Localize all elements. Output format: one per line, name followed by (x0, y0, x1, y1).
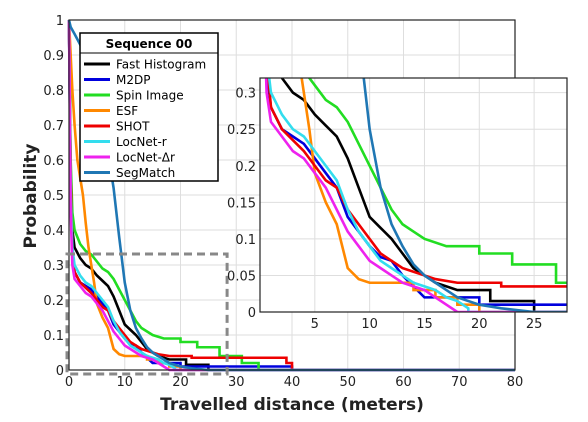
inset-x-tick-label: 15 (416, 317, 433, 332)
inset-y-tick-label: 0.05 (227, 269, 256, 284)
y-tick-label: 0.4 (43, 224, 64, 239)
y-tick-label: 0.5 (43, 189, 64, 204)
legend-label: SegMatch (116, 166, 175, 180)
series-line-shot (67, 19, 515, 372)
legend-item-segmatch: SegMatch (84, 166, 175, 180)
y-tick-label: 0.3 (43, 259, 64, 274)
series-line-locnet-r (67, 19, 515, 372)
series-line-spin-image (67, 19, 515, 372)
inset-y-tick-label: 0 (248, 306, 256, 321)
y-tick-label: 0.9 (43, 49, 64, 64)
legend-label: ESF (116, 104, 138, 118)
y-tick-label: 0.7 (43, 119, 64, 134)
series-line-locnet-r (67, 19, 515, 372)
inset-axes-box (259, 77, 568, 313)
series-line-spin-image (307, 78, 567, 285)
inset-frame (259, 77, 568, 313)
legend-title: Sequence 00 (106, 37, 193, 51)
y-tick-label: 0.2 (43, 294, 64, 309)
legend-label: SHOT (116, 120, 150, 134)
y-tick-label: 0.6 (43, 154, 64, 169)
series-line-fast-histogram (67, 19, 515, 372)
legend-item-shot: SHOT (84, 120, 150, 134)
legend-item-esf: ESF (84, 104, 138, 118)
inset-y-tick-label: 0.1 (235, 233, 256, 248)
legend-item-m2dp: M2DP (84, 73, 150, 87)
y-tick-label: 0.1 (43, 329, 64, 344)
inset-x-tick-label: 20 (471, 317, 488, 332)
inset-y-tick-label: 0.3 (235, 87, 256, 102)
x-tick-label: 50 (339, 375, 356, 390)
y-axis-label: Probability (21, 143, 41, 248)
x-tick-label: 10 (116, 375, 133, 390)
series-line-locnet-r (267, 78, 567, 312)
y-tick-label: 0 (56, 364, 64, 379)
x-tick-label: 0 (65, 375, 73, 390)
zoom-region-box (65, 252, 229, 376)
legend-label: M2DP (116, 73, 150, 87)
x-tick-label: 20 (172, 375, 189, 390)
inset-tick-labels: 5 10 15 20 25 0 0.05 0.1 0.15 0.2 0.25 0.3 (227, 87, 542, 332)
main-tick-labels: 0 10 20 30 40 50 60 70 8000.10.20.30.40.50.60.70… (43, 14, 523, 390)
x-tick-label: 40 (284, 375, 301, 390)
inset-y-tick-label: 0.15 (227, 196, 256, 211)
series-line-fast-histogram (280, 78, 567, 312)
x-tick-label: 30 (228, 375, 245, 390)
x-tick-label: 70 (451, 375, 468, 390)
series-line-locnet-r (264, 78, 567, 312)
legend-label: LocNet-r (116, 135, 167, 149)
inset-chart: 5 10 15 20 25 0 0.05 0.1 0.15 0.2 0.25 0.3 (227, 77, 568, 332)
inset-x-tick-label: 10 (361, 317, 378, 332)
inset-y-tick-label: 0.25 (227, 123, 256, 138)
inset-series-group (264, 78, 567, 312)
inset-x-tick-label: 25 (526, 317, 543, 332)
series-line-shot (267, 78, 567, 288)
legend-label: Spin Image (116, 89, 184, 103)
legend-item-fast-histogram: Fast Histogram (84, 58, 206, 72)
x-tick-label: 60 (395, 375, 412, 390)
legend-item-locnet-r: LocNet-Δr (84, 151, 175, 165)
legend-item-locnet-r: LocNet-r (84, 135, 167, 149)
legend-label: LocNet-Δr (116, 151, 175, 165)
inset-y-tick-label: 0.2 (235, 160, 256, 175)
legend-item-spin-image: Spin Image (84, 89, 184, 103)
series-line-esf (300, 78, 567, 312)
y-tick-label: 0.8 (43, 84, 64, 99)
legend-label: Fast Histogram (116, 58, 206, 72)
inset-x-tick-label: 5 (311, 317, 319, 332)
x-tick-label: 80 (507, 375, 524, 390)
main-series-group (67, 19, 515, 372)
y-tick-label: 1 (56, 14, 64, 29)
x-axis-label: Travelled distance (meters) (160, 395, 424, 415)
series-line-segmatch (362, 78, 567, 312)
